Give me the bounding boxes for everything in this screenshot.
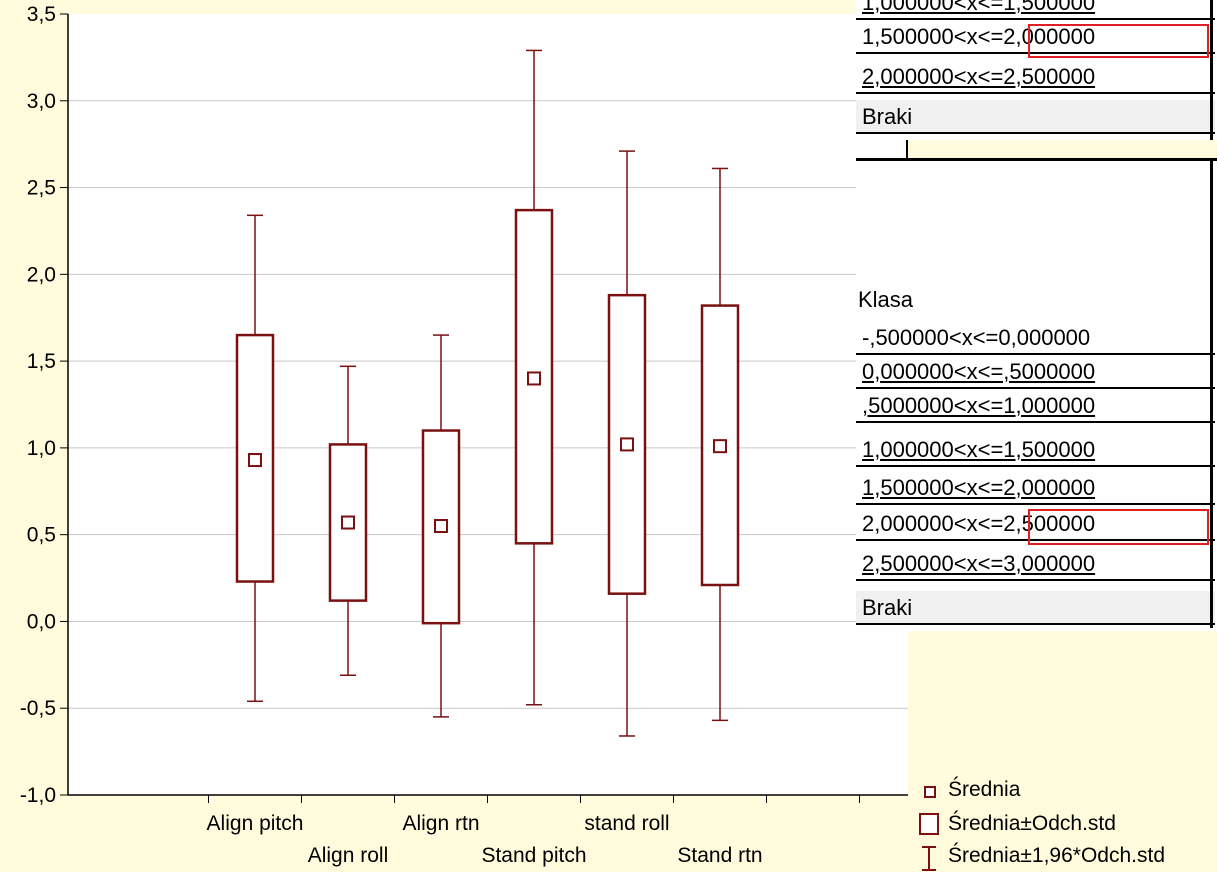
y-tick-label: -0,5: [20, 697, 56, 720]
box-group: [700, 167, 740, 722]
box-group: [607, 150, 647, 737]
table-header-klasa: Klasa: [858, 287, 914, 312]
x-tick-label: Align rtn: [402, 812, 479, 835]
box-group: [328, 365, 368, 676]
top-table-highlight: [1028, 24, 1209, 58]
top-table-row: 1,500000<x<=2,000000: [856, 20, 1215, 54]
mean-marker: [527, 371, 541, 386]
bottom-table-row: -,500000<x<=0,000000: [856, 321, 1215, 355]
legend-label-mean: Średnia: [948, 778, 1021, 801]
bottom-table-row: ,5000000<x<=1,000000: [856, 389, 1215, 423]
top-table-row-braki: Braki: [856, 100, 1215, 134]
bottom-table-border: [1210, 158, 1213, 628]
bottom-table-row: 1,000000<x<=1,500000: [856, 433, 1215, 467]
y-tick-label: -1,0: [20, 784, 56, 807]
y-tick-label: 0,0: [27, 610, 56, 633]
mean-marker: [341, 515, 355, 530]
mean-marker-icon: [924, 786, 936, 798]
y-tick-label: 0,5: [27, 524, 56, 547]
x-tick-label: stand roll: [584, 812, 669, 835]
bottom-table-row: 1,500000<x<=2,000000: [856, 471, 1215, 505]
top-table-border: [1210, 0, 1213, 140]
x-tick-label: Align pitch: [207, 812, 304, 835]
std-box-icon: [919, 813, 939, 835]
legend-label-whisker: Średnia±1,96*Odch.std: [948, 844, 1165, 867]
x-tick-label: Stand pitch: [481, 844, 586, 867]
top-table-row: 1,000000<x<=1,500000: [856, 0, 1215, 20]
mean-marker: [434, 518, 448, 533]
bottom-table-highlight: [1028, 509, 1209, 545]
x-tick-label: Stand rtn: [677, 844, 762, 867]
box-group: [421, 334, 461, 718]
bottom-table-row: 2,000000<x<=2,500000: [856, 507, 1215, 541]
y-tick-label: 1,5: [27, 350, 56, 373]
grid-lines: [68, 100, 908, 709]
y-tick-label: 3,5: [27, 3, 56, 26]
bottom-table-row: 2,500000<x<=3,000000: [856, 547, 1215, 581]
top-table-stub-line: [906, 140, 908, 158]
bottom-table-row-braki: Braki: [856, 591, 1215, 625]
axes: [60, 13, 908, 803]
std-box: [514, 208, 554, 545]
whisker-icon: [922, 846, 936, 871]
plot-area: [68, 14, 908, 795]
bottom-class-table: Klasa -,500000<x<=0,000000 0,000000<x<=,…: [856, 158, 1217, 631]
y-tick-label: 1,0: [27, 437, 56, 460]
legend-label-std: Średnia±Odch.std: [948, 812, 1116, 835]
top-class-table: 1,000000<x<=1,500000 1,500000<x<=2,00000…: [856, 0, 1217, 140]
mean-marker: [248, 453, 262, 468]
y-tick-label: 2,0: [27, 263, 56, 286]
box-series: [235, 49, 740, 737]
box-group: [514, 49, 554, 706]
mean-marker: [620, 437, 634, 452]
y-tick-labels: -1,0 -0,5 0,0 0,5 1,0 1,5 2,0 2,5 3,0 3,5: [20, 3, 56, 807]
legend: Średnia Średnia±Odch.std Średnia±1,96*Od…: [918, 778, 1217, 871]
x-tick-label: Align roll: [308, 844, 389, 867]
mean-marker: [713, 439, 727, 454]
top-table-row: 2,000000<x<=2,500000: [856, 60, 1215, 94]
y-tick-label: 2,5: [27, 177, 56, 200]
box-group: [235, 214, 275, 703]
y-tick-label: 3,0: [27, 90, 56, 113]
bottom-table-row: 0,000000<x<=,5000000: [856, 355, 1215, 389]
